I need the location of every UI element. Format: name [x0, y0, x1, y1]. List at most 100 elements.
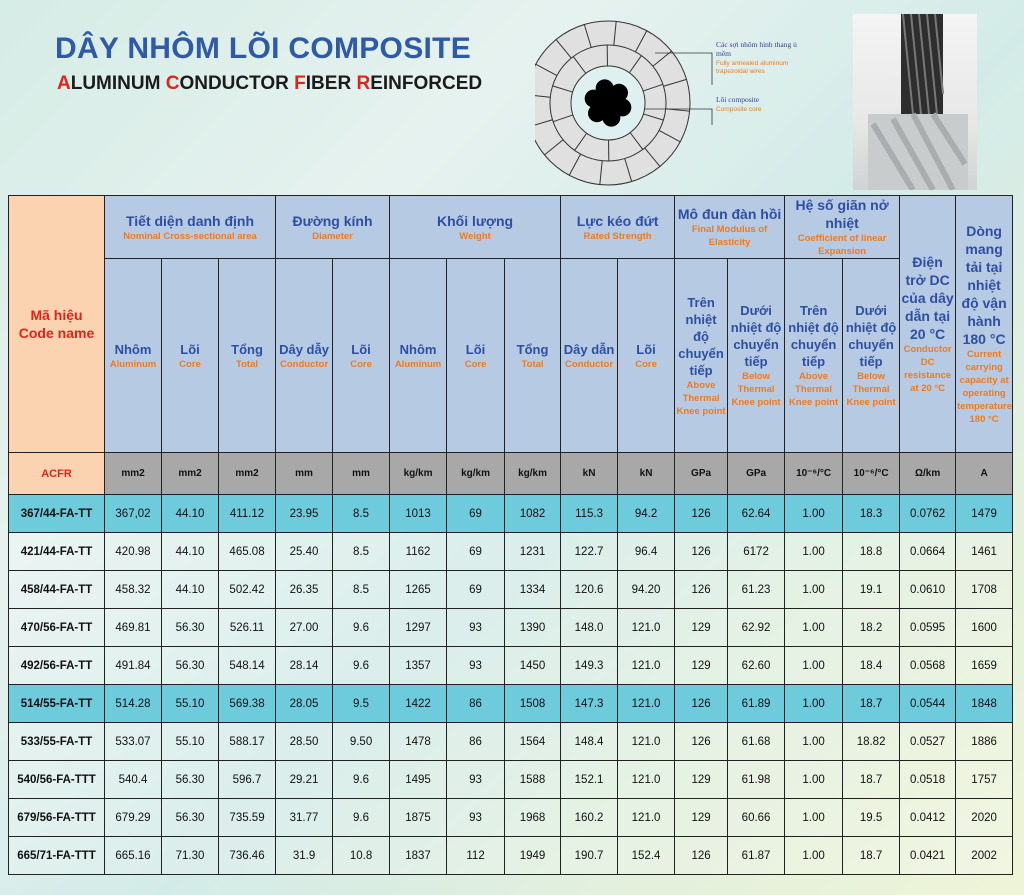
subtitle-word-conductor: ONDUCTOR [179, 73, 295, 94]
label-wires-vi: Các sợi nhôm hình thang ủ mềm [716, 40, 797, 58]
value-cell: 126 [674, 684, 729, 723]
unit-cell: kN [560, 452, 619, 495]
value-cell: 18.4 [842, 646, 901, 685]
value-cell: 147.3 [560, 684, 619, 723]
value-cell: 93 [446, 646, 506, 685]
subheader-en: Core [350, 358, 372, 370]
code-name-cell: 421/44-FA-TT [8, 532, 105, 571]
value-cell: 115.3 [560, 494, 619, 533]
code-name-cell: 470/56-FA-TT [8, 608, 105, 647]
value-cell: 8.5 [332, 494, 391, 533]
value-cell: 1.00 [784, 722, 844, 761]
subheader-vi: Trên nhiệt độ chuyển tiếp [788, 303, 839, 369]
value-cell: 514.28 [104, 684, 162, 723]
group-header-diameter: Đường kính Diameter [275, 195, 391, 259]
subtitle-initial-a: A [57, 73, 71, 94]
value-cell: 44.10 [161, 532, 219, 571]
value-cell: 588.17 [217, 722, 277, 761]
value-cell: 121.0 [617, 760, 676, 799]
value-cell: 1875 [389, 798, 448, 837]
resistance-header-vi: Điện trở DC của dây dẫn tại 20 °C [901, 254, 954, 342]
unit-cell: 10⁻⁶/°C [784, 452, 844, 495]
table-row: 492/56-FA-TT 491.84 56.30 548.14 28.14 9.6 135… [8, 646, 1014, 685]
subtitle-initial-f: F [294, 73, 306, 94]
table-row: 533/55-FA-TT 533.07 55.10 588.17 28.50 9.50 14… [8, 722, 1014, 761]
table-row: 470/56-FA-TT 469.81 56.30 526.11 27.00 9.6 129… [8, 608, 1014, 647]
unit-cell: 10⁻⁶/°C [842, 452, 901, 495]
value-cell: 0.0527 [899, 722, 957, 761]
code-name-cell: 514/55-FA-TT [8, 684, 105, 723]
subheader: Lõi Core [161, 258, 219, 453]
subheader-en: Core [464, 358, 487, 370]
wire-boundary [644, 147, 661, 167]
value-cell: 55.10 [161, 722, 219, 761]
wire-boundary [552, 85, 573, 93]
wire-boundary [628, 55, 642, 74]
value-cell: 9.6 [332, 798, 391, 837]
table-row: 421/44-FA-TT 420.98 44.10 465.08 25.40 8.5 116… [8, 532, 1014, 571]
wire-boundary [572, 56, 587, 74]
value-cell: 1949 [504, 836, 562, 875]
value-cell: 1422 [389, 684, 448, 723]
value-cell: 69 [446, 494, 506, 533]
subheader: Dưới nhiệt độ chuyển tiếp Below Thermal K… [842, 258, 901, 453]
value-cell: 61.89 [727, 684, 786, 723]
value-cell: 93 [446, 760, 506, 799]
subheader-en: Aluminum [394, 358, 442, 370]
subtitle-initial-c: C [165, 73, 180, 94]
value-cell: 1297 [389, 608, 448, 647]
value-cell: 1390 [504, 608, 562, 647]
value-cell: 126 [674, 722, 729, 761]
value-cell: 18.7 [842, 684, 901, 723]
value-cell: 0.0762 [899, 494, 957, 533]
subheader-vi: Dây dẫy [279, 341, 329, 357]
subheader-vi: Lõi [636, 341, 656, 357]
value-cell: 18.8 [842, 532, 901, 571]
value-cell: 502.42 [217, 570, 277, 609]
value-cell: 27.00 [275, 608, 334, 647]
value-cell: 367,02 [104, 494, 162, 533]
value-cell: 112 [446, 836, 506, 875]
value-cell: 0.0544 [899, 684, 957, 723]
composite-core-strand [610, 83, 629, 102]
composite-core-strand [595, 79, 614, 98]
unit-cell: GPa [727, 452, 786, 495]
value-cell: 129 [674, 608, 729, 647]
value-cell: 62.92 [727, 608, 786, 647]
subheader: Lõi Core [617, 258, 676, 453]
wire-boundary [535, 63, 558, 77]
value-cell: 129 [674, 798, 729, 837]
value-cell: 44.10 [161, 494, 219, 533]
wire-boundary [552, 114, 574, 123]
subheader-en: Core [635, 358, 657, 370]
group-header-rated-strength: Lực kéo đứt Rated Strength [560, 195, 676, 259]
value-cell: 62.64 [727, 494, 786, 533]
subheader-vi: Lõi [351, 341, 371, 357]
value-cell: 126 [674, 494, 729, 533]
value-cell: 9.6 [332, 760, 391, 799]
value-cell: 1708 [955, 570, 1014, 609]
wire-boundary [613, 21, 617, 46]
value-cell: 1886 [955, 722, 1014, 761]
group-vi: Mô đun đàn hồi [677, 206, 782, 222]
value-cell: 0.0610 [899, 570, 957, 609]
value-cell: 9.6 [332, 608, 391, 647]
value-cell: 0.0595 [899, 608, 957, 647]
value-cell: 1495 [389, 760, 448, 799]
value-cell: 1013 [389, 494, 448, 533]
wire-boundary [629, 132, 644, 150]
value-cell: 96.4 [617, 532, 676, 571]
value-cell: 420.98 [104, 532, 162, 571]
current-header: Dòng mang tải tại nhiệt độ vận hành 180 … [955, 195, 1014, 453]
current-header-vi: Dòng mang tải tại nhiệt độ vận hành 180 … [961, 223, 1007, 347]
value-cell: 1.00 [784, 532, 844, 571]
value-cell: 1.00 [784, 760, 844, 799]
subheader-vi: Tổng [516, 341, 549, 357]
cross-section-drawing [525, 20, 713, 186]
table-row: 679/56-FA-TTT 679.29 56.30 735.59 31.77 9.6 18… [8, 798, 1014, 837]
group-header-cross-section: Tiết diện danh định Nominal Cross-section… [103, 195, 277, 259]
group-header-weight: Khối lượng Weight [389, 195, 562, 259]
label-core-vi: Lõi composite [716, 95, 760, 104]
value-cell: 10.8 [332, 836, 391, 875]
subheader: Dưới nhiệt độ chuyển tiếp Below Thermal K… [727, 258, 786, 453]
